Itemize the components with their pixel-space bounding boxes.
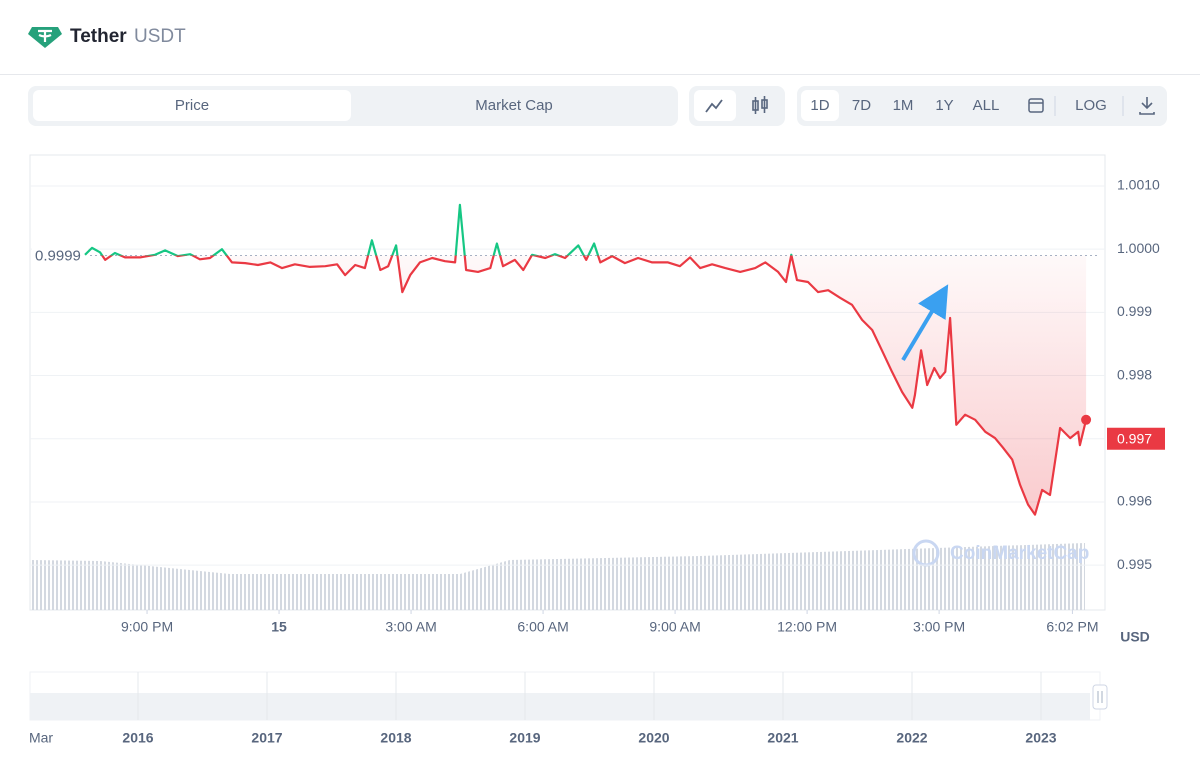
- range-button[interactable]: ALL: [973, 97, 1000, 114]
- y-tick-label: 1.0000: [1117, 240, 1160, 256]
- line-chart-button[interactable]: [694, 90, 736, 121]
- y-tick-label: 0.996: [1117, 493, 1152, 509]
- volume-bars: [30, 543, 1085, 610]
- navigator-label: 2016: [122, 730, 153, 746]
- coin-name: Tether: [70, 26, 127, 47]
- tab-active-bg: [33, 90, 351, 121]
- x-tick-label: 9:00 AM: [649, 619, 700, 635]
- y-tick-label: 0.995: [1117, 556, 1152, 572]
- watermark: CoinMarketCap: [950, 543, 1089, 564]
- x-tick-label: 3:00 AM: [385, 619, 436, 635]
- range-active-bg: [801, 90, 839, 121]
- navigator-area: [30, 693, 1090, 720]
- range-button[interactable]: 1M: [893, 97, 914, 114]
- range-bar: [797, 86, 1167, 126]
- reference-label: 0.9999: [35, 247, 81, 264]
- navigator-label: 2020: [638, 730, 669, 746]
- navigator-label: 2022: [896, 730, 927, 746]
- last-point: [1081, 414, 1092, 425]
- x-tick-label: 6:00 AM: [517, 619, 568, 635]
- calendar-button[interactable]: [1028, 98, 1044, 113]
- price-tag: [1107, 427, 1165, 450]
- navigator-label: 2021: [767, 730, 798, 746]
- navigator-label: 2019: [509, 730, 540, 746]
- tab[interactable]: Price: [175, 97, 209, 114]
- log-button[interactable]: LOG: [1075, 97, 1107, 114]
- navigator-handle[interactable]: [1092, 684, 1108, 710]
- x-tick-label: 12:00 PM: [777, 619, 837, 635]
- range-button[interactable]: 1Y: [935, 97, 953, 114]
- y-tick-label: 1.0010: [1117, 177, 1160, 193]
- navigator-label: 2018: [380, 730, 411, 746]
- range-button[interactable]: 1D: [810, 97, 829, 114]
- navigator-label: 2017: [251, 730, 282, 746]
- y-tick-label: 0.998: [1117, 366, 1152, 382]
- logo: [28, 27, 62, 48]
- x-tick-label: 9:00 PM: [121, 619, 173, 635]
- navigator-label: 2023: [1025, 730, 1056, 746]
- tab[interactable]: Market Cap: [475, 97, 553, 114]
- annotation-arrow: [901, 284, 949, 362]
- coin-symbol: USDT: [134, 26, 186, 47]
- price-line: [84, 203, 1088, 516]
- plot-area: [29, 154, 1106, 611]
- x-tick-label: 6:02 PM: [1046, 619, 1098, 635]
- header: [0, 0, 1200, 74]
- range-button[interactable]: 7D: [852, 97, 871, 114]
- y-unit: USD: [1120, 629, 1150, 645]
- x-tick-label: 15: [271, 619, 287, 635]
- candle-button[interactable]: [752, 96, 768, 114]
- line-icon: [705, 99, 723, 113]
- download-button[interactable]: [1139, 97, 1155, 115]
- area-fill: [102, 255, 1087, 515]
- navigator-label: Mar: [29, 730, 53, 746]
- y-tick-label: 0.999: [1117, 303, 1152, 319]
- price-tag-label: 0.997: [1117, 430, 1152, 446]
- x-tick-label: 3:00 PM: [913, 619, 965, 635]
- reference-label-bg: [32, 245, 88, 266]
